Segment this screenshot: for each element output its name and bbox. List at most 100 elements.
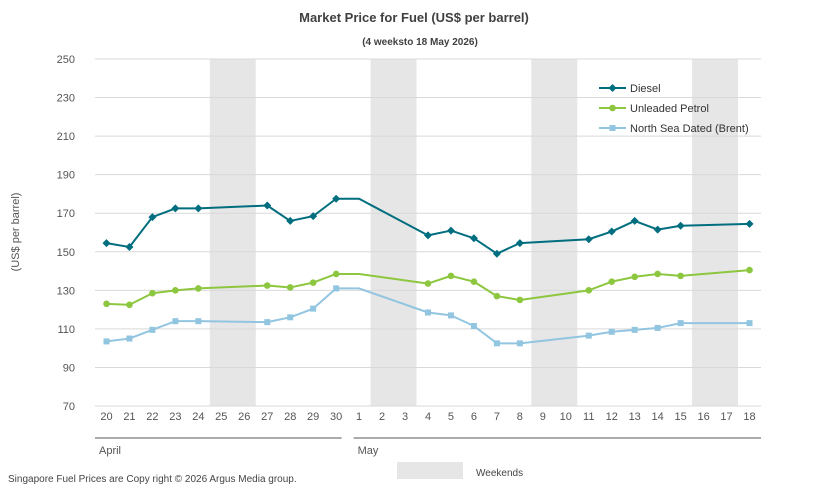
weekends-swatch bbox=[397, 462, 463, 479]
legend-entry: Unleaded Petrol bbox=[630, 103, 709, 115]
data-point bbox=[676, 221, 685, 230]
data-point bbox=[608, 328, 615, 335]
y-tick-label: 150 bbox=[57, 247, 75, 259]
x-tick-label: 14 bbox=[652, 411, 664, 423]
data-point bbox=[309, 212, 318, 221]
y-axis-ticks: 70 90 110 130 150 170 190 210 230 250 bbox=[57, 54, 75, 413]
y-tick-label: 170 bbox=[57, 208, 75, 220]
data-point bbox=[425, 309, 431, 316]
data-point bbox=[332, 270, 340, 278]
x-tick-label: 8 bbox=[517, 411, 523, 423]
y-tick-label: 190 bbox=[57, 170, 75, 182]
data-point bbox=[630, 216, 639, 225]
data-point bbox=[148, 213, 157, 222]
data-point bbox=[149, 289, 156, 297]
x-tick-label: 27 bbox=[261, 411, 273, 423]
weekend-bands bbox=[209, 59, 739, 406]
data-point bbox=[470, 278, 478, 285]
legend-entry: North Sea Dated (Brent) bbox=[630, 123, 749, 135]
data-point bbox=[194, 204, 203, 213]
y-tick-label: 210 bbox=[57, 131, 75, 143]
x-tick-label: 24 bbox=[192, 411, 204, 423]
data-point bbox=[171, 204, 180, 213]
data-point bbox=[631, 326, 638, 333]
data-point bbox=[515, 239, 524, 248]
chart-title: Market Price for Fuel (US$ per barrel) bbox=[299, 10, 529, 25]
data-point bbox=[677, 272, 684, 280]
x-tick-label: 23 bbox=[169, 411, 181, 423]
data-point bbox=[149, 326, 156, 333]
data-point bbox=[309, 279, 317, 286]
x-tick-label: 25 bbox=[215, 411, 227, 423]
data-point bbox=[195, 318, 202, 325]
weekend-band bbox=[370, 59, 417, 406]
data-point bbox=[310, 305, 317, 312]
data-point bbox=[447, 272, 455, 280]
x-tick-label: 4 bbox=[425, 411, 431, 423]
gridlines bbox=[95, 58, 761, 407]
data-point bbox=[332, 194, 341, 203]
series-layer bbox=[102, 194, 754, 347]
data-point bbox=[516, 340, 523, 347]
data-point bbox=[263, 282, 271, 289]
series-line bbox=[106, 197, 750, 255]
x-tick-label: 13 bbox=[629, 411, 641, 423]
weekend-band bbox=[209, 59, 256, 406]
data-point bbox=[654, 270, 661, 278]
data-point bbox=[493, 340, 500, 347]
data-point bbox=[446, 226, 455, 235]
y-tick-label: 230 bbox=[57, 93, 75, 105]
data-point bbox=[631, 273, 638, 281]
y-tick-label: 90 bbox=[63, 362, 75, 374]
data-point bbox=[654, 324, 661, 331]
data-point bbox=[677, 320, 684, 327]
x-tick-label: 6 bbox=[471, 411, 477, 423]
data-point bbox=[286, 284, 294, 291]
data-point bbox=[102, 239, 111, 248]
x-tick-label: 5 bbox=[448, 411, 454, 423]
data-point bbox=[608, 278, 616, 285]
y-tick-label: 70 bbox=[63, 401, 75, 413]
data-point bbox=[263, 201, 272, 210]
y-tick-label: 110 bbox=[57, 324, 75, 336]
x-tick-label: 30 bbox=[330, 411, 342, 423]
series-line bbox=[106, 287, 750, 345]
x-tick-label: 2 bbox=[379, 411, 385, 423]
data-point bbox=[469, 234, 478, 243]
data-point bbox=[609, 125, 616, 131]
x-tick-label: 15 bbox=[674, 411, 686, 423]
data-point bbox=[470, 322, 477, 329]
x-tick-label: 22 bbox=[146, 411, 158, 423]
series-diesel bbox=[102, 194, 754, 258]
data-point bbox=[424, 231, 432, 240]
x-tick-label: 7 bbox=[494, 411, 500, 423]
x-tick-label: 1 bbox=[356, 411, 362, 423]
x-tick-label: 11 bbox=[583, 411, 594, 423]
x-axis-ticks: 20 21 22 23 24 25 26 27 28 29 30 1 2 3 4 5 6 7 8 9 10 11 12 13 1… bbox=[100, 411, 755, 423]
series-unleaded-petrol bbox=[103, 266, 753, 309]
data-point bbox=[172, 287, 179, 294]
y-axis-label: (US$ per barrel) bbox=[10, 193, 22, 272]
data-point bbox=[172, 318, 179, 325]
series-north-sea-dated-brent bbox=[103, 285, 753, 347]
x-tick-label: 18 bbox=[743, 411, 755, 423]
data-point bbox=[103, 300, 110, 308]
data-point bbox=[493, 292, 501, 300]
month-label: May bbox=[358, 445, 379, 457]
data-point bbox=[126, 301, 133, 309]
weekend-band bbox=[692, 59, 739, 406]
data-point bbox=[286, 216, 295, 225]
x-tick-label: 10 bbox=[560, 411, 572, 423]
y-tick-label: 250 bbox=[57, 54, 75, 66]
data-point bbox=[585, 287, 593, 294]
y-tick-label: 130 bbox=[57, 285, 75, 297]
data-point bbox=[125, 242, 134, 251]
weekend-band bbox=[531, 59, 578, 406]
data-point bbox=[264, 319, 271, 326]
data-point bbox=[195, 285, 202, 292]
x-tick-label: 21 bbox=[123, 411, 135, 423]
copyright-note: Singapore Fuel Prices are Copy right © 2… bbox=[8, 474, 297, 485]
data-point bbox=[126, 335, 133, 342]
legend: Diesel Unleaded Petrol North Sea Dated (Br… bbox=[599, 83, 749, 135]
